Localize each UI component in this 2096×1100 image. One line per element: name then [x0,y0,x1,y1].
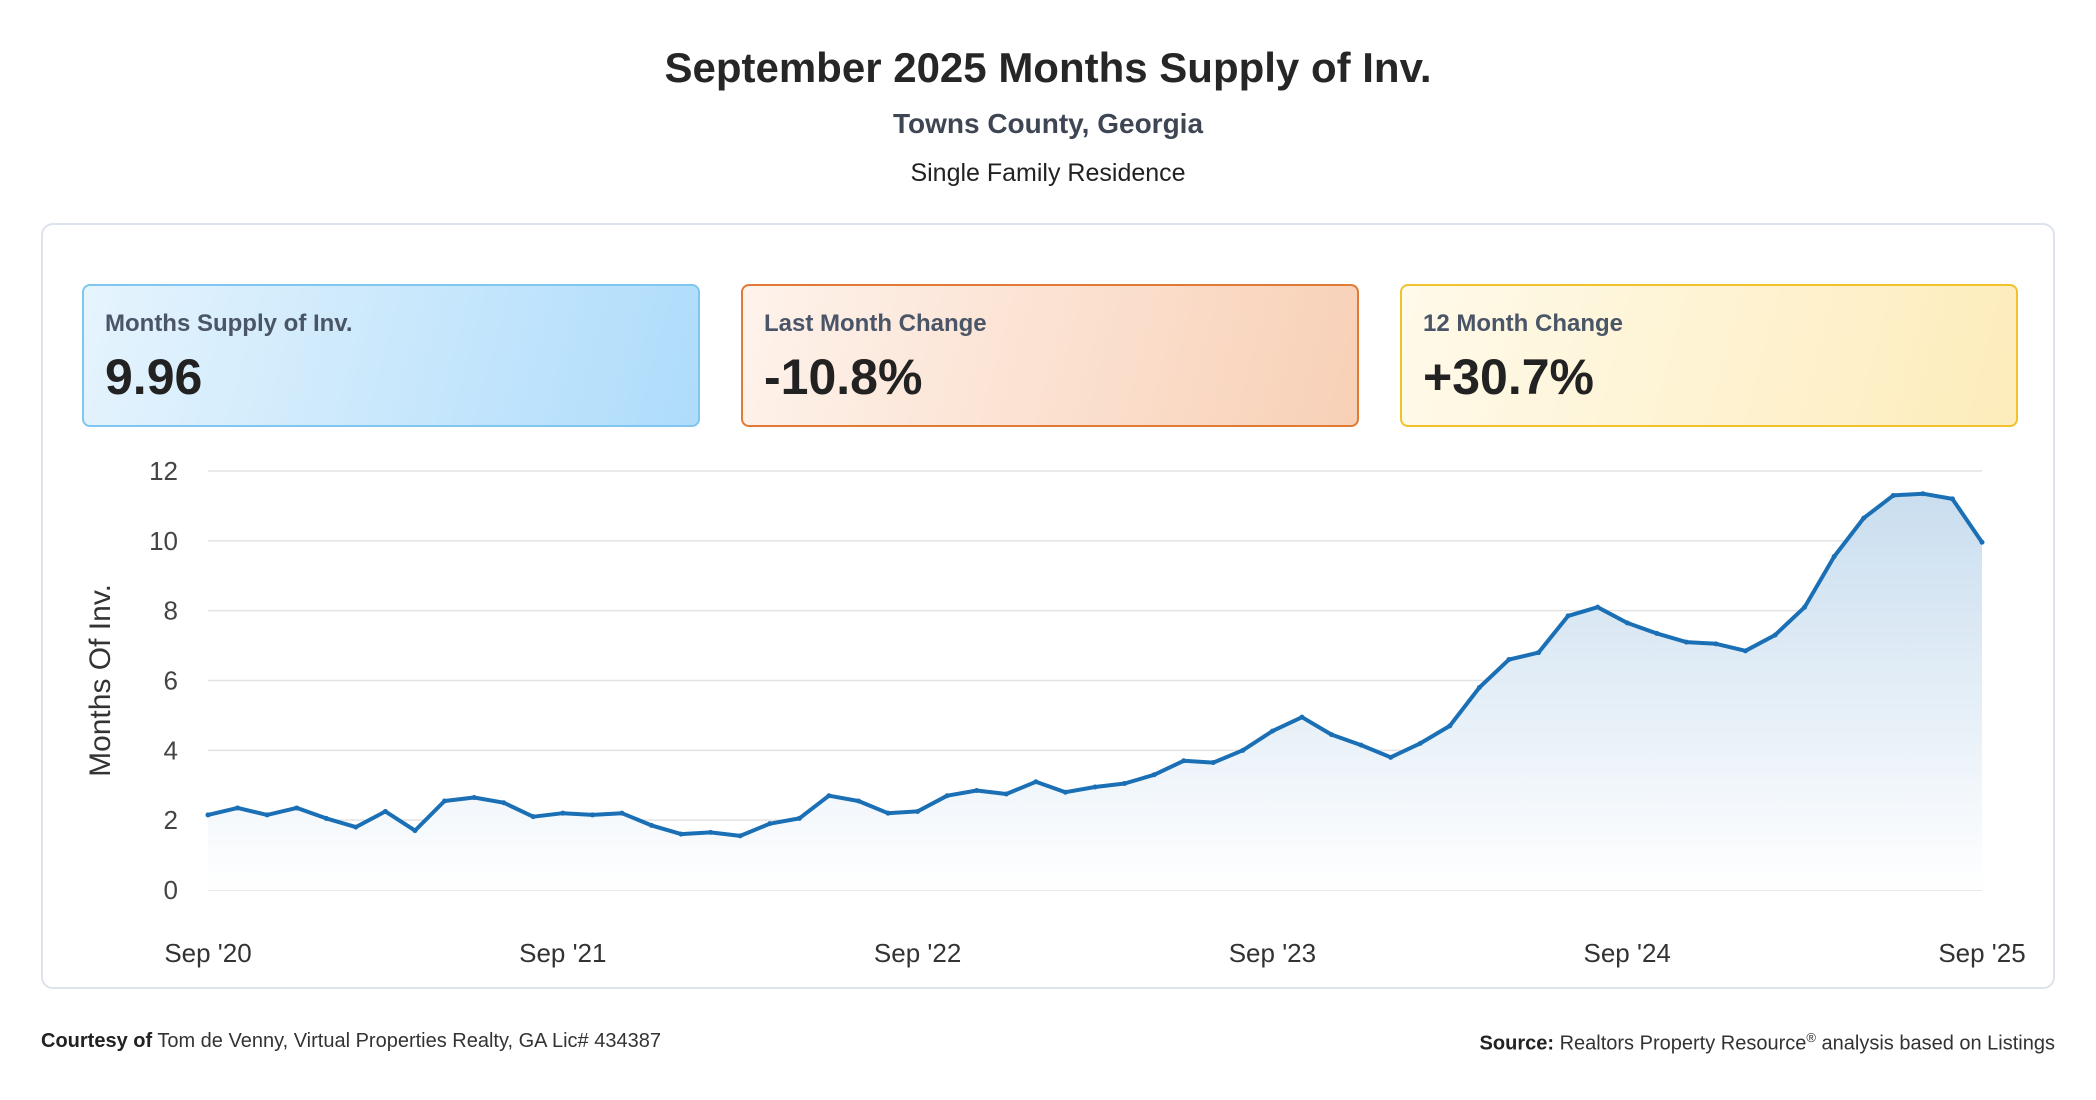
data-point [796,815,802,821]
source-text-suffix: analysis based on Listings [1815,1032,2056,1055]
data-point [1536,650,1541,656]
data-point [944,793,950,799]
card-label: Last Month Change [764,310,987,337]
data-point [1092,784,1098,790]
data-point [1329,732,1335,738]
card-value: +30.7% [1423,349,1594,405]
source-footer: Source: Realtors Property Resource® anal… [1480,1030,2055,1056]
x-tick-label: Sep '25 [1938,938,2025,968]
last-month-change-card: Last Month Change -10.8% [741,284,1359,427]
data-point [530,814,536,820]
y-tick-label: 6 [164,666,178,696]
property-type-label: Single Family Residence [910,159,1186,187]
y-axis-label: Months Of Inv. [84,584,117,777]
data-point [708,829,714,835]
data-point [1003,791,1009,797]
data-point [1506,657,1512,663]
data-point [1742,648,1748,654]
courtesy-text: Tom de Venny, Virtual Properties Realty,… [157,1030,661,1052]
data-point [1890,492,1896,498]
data-point [1979,539,1985,545]
page-title: September 2025 Months Supply of Inv. [664,44,1432,91]
data-point [1181,758,1187,764]
data-point [915,808,921,814]
twelve-month-change-card: 12 Month Change +30.7% [1400,284,2018,427]
data-point [1388,754,1394,760]
data-point [885,810,891,816]
data-point [323,815,329,821]
y-tick-label: 4 [164,735,178,765]
card-value: 9.96 [105,349,203,405]
data-point [649,822,654,828]
data-point [678,831,684,837]
data-point [1476,684,1482,690]
data-point [501,800,507,806]
months-supply-chart: 0 2 4 6 8 10 12 Sep '20 Sep '21 Sep '22 Sep '23 Sep… [84,456,2026,968]
y-tick-label: 12 [149,456,178,486]
data-point [974,787,980,793]
registered-mark: ® [1806,1030,1816,1045]
y-tick-label: 10 [149,526,178,556]
data-point [737,833,743,839]
x-tick-label: Sep '23 [1229,938,1316,968]
y-tick-label: 0 [164,875,178,905]
data-point [1447,723,1453,729]
data-point [1772,632,1778,638]
data-point [1033,779,1039,785]
data-point [855,798,861,804]
data-point [767,821,773,827]
data-point [412,828,418,834]
y-tick-label: 2 [164,805,178,835]
data-point [1417,740,1423,746]
data-point [1624,620,1630,626]
data-point [1802,604,1808,610]
data-point [353,824,359,830]
data-point [589,812,595,818]
courtesy-label: Courtesy of [41,1030,153,1052]
data-point [1565,613,1571,619]
x-tick-label: Sep '21 [519,938,606,968]
data-point [1683,639,1689,645]
data-point [442,798,448,804]
months-supply-card: Months Supply of Inv. 9.96 [82,284,700,427]
card-value: -10.8% [764,349,923,405]
data-point [382,808,388,814]
data-point [1240,747,1246,753]
card-label: 12 Month Change [1423,310,1624,337]
source-label: Source: [1479,1032,1555,1055]
data-point [1299,714,1305,720]
data-point [1269,728,1275,734]
x-tick-label: Sep '20 [164,938,251,968]
x-tick-label: Sep '24 [1584,938,1671,968]
data-point [1358,742,1364,748]
data-point [294,805,300,811]
data-point [1831,554,1837,560]
data-point [1210,760,1216,766]
card-label: Months Supply of Inv. [105,310,353,337]
data-point [264,812,270,818]
data-point [619,810,625,816]
y-tick-label: 8 [164,596,178,626]
data-point [1151,772,1157,778]
data-point [1654,630,1660,636]
data-point [1713,641,1719,647]
data-point [205,812,211,818]
data-point [1861,515,1867,521]
data-point [1062,789,1068,795]
location-subtitle: Towns County, Georgia [892,108,1204,139]
data-point [235,805,241,811]
data-point [1920,491,1926,497]
data-point [1122,781,1128,787]
source-text: Realtors Property Resource [1559,1032,1807,1055]
courtesy-footer: Courtesy of Tom de Venny, Virtual Proper… [41,1030,661,1053]
series-area [208,493,1982,890]
data-point [1949,496,1955,502]
data-point [560,810,566,816]
data-point [1595,604,1601,610]
x-tick-label: Sep '22 [874,938,961,968]
data-point [826,793,832,799]
data-point [471,794,477,800]
